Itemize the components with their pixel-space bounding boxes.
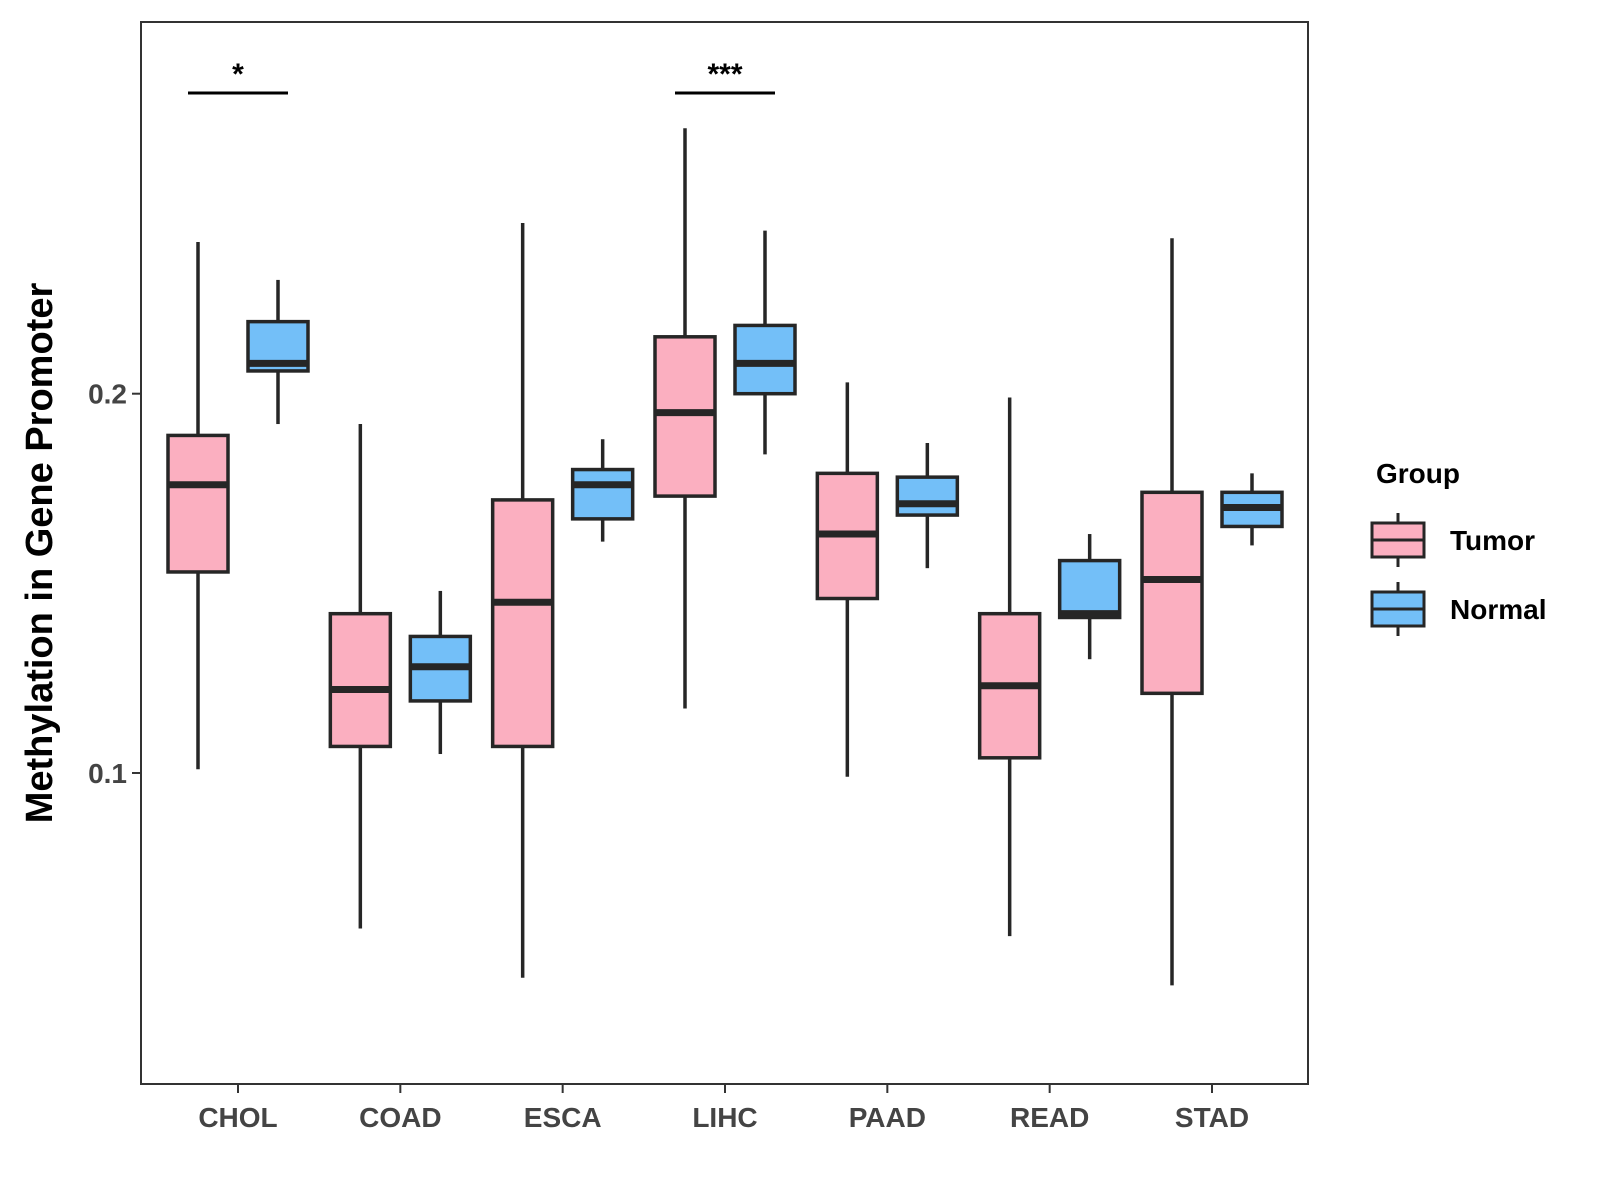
plot-area: * *** bbox=[140, 21, 1309, 1085]
box-normal-coad bbox=[408, 590, 473, 755]
box-tumor-coad bbox=[328, 424, 393, 929]
significance-chol: * bbox=[188, 58, 288, 95]
legend-label: Normal bbox=[1450, 594, 1546, 625]
box-iqr bbox=[895, 475, 960, 517]
significance-lihc: *** bbox=[675, 58, 775, 95]
plot-panel-border bbox=[140, 21, 1309, 1085]
box-iqr bbox=[733, 323, 797, 396]
legend-title: Group bbox=[1376, 458, 1460, 489]
box-normal-esca bbox=[570, 439, 635, 542]
legend-label: Tumor bbox=[1450, 525, 1535, 556]
x-tick-label: LIHC bbox=[692, 1102, 757, 1133]
x-tick-label: READ bbox=[1010, 1102, 1089, 1133]
box-normal-lihc bbox=[733, 230, 797, 455]
y-tick-label: 0.1 bbox=[88, 758, 127, 789]
x-axis: CHOL COAD ESCA LIHC PAAD READ STAD bbox=[198, 1084, 1249, 1133]
box-iqr bbox=[1057, 558, 1122, 620]
x-tick-label: ESCA bbox=[524, 1102, 602, 1133]
significance-label: * bbox=[232, 58, 244, 91]
x-tick-label: COAD bbox=[359, 1102, 441, 1133]
legend: Group Tumor Normal bbox=[1370, 458, 1546, 636]
x-tick-label: PAAD bbox=[849, 1102, 926, 1133]
box-normal-chol bbox=[246, 279, 310, 425]
box-iqr bbox=[166, 433, 230, 574]
y-axis: 0.1 0.2 bbox=[88, 379, 141, 789]
box-iqr bbox=[490, 498, 555, 749]
legend-item-normal: Normal bbox=[1370, 582, 1546, 636]
x-tick-label: STAD bbox=[1175, 1102, 1249, 1133]
box-normal-paad bbox=[895, 443, 960, 569]
x-tick-label: CHOL bbox=[198, 1102, 277, 1133]
box-normal-stad bbox=[1220, 473, 1284, 546]
box-iqr bbox=[1140, 490, 1204, 696]
box-iqr bbox=[570, 467, 635, 521]
y-tick-label: 0.2 bbox=[88, 379, 127, 410]
legend-item-tumor: Tumor bbox=[1370, 513, 1535, 567]
box-tumor-paad bbox=[815, 382, 880, 777]
box-normal-read bbox=[1057, 534, 1122, 660]
box-iqr bbox=[328, 611, 393, 749]
y-axis-title: Methylation in Gene Promoter bbox=[19, 283, 61, 824]
box-iqr bbox=[653, 335, 717, 498]
box-tumor-read bbox=[977, 397, 1042, 937]
box-tumor-lihc bbox=[653, 128, 717, 709]
box-tumor-chol bbox=[166, 241, 230, 770]
significance-label: *** bbox=[707, 58, 742, 91]
box-tumor-stad bbox=[1140, 238, 1204, 986]
box-tumor-esca bbox=[490, 223, 555, 978]
